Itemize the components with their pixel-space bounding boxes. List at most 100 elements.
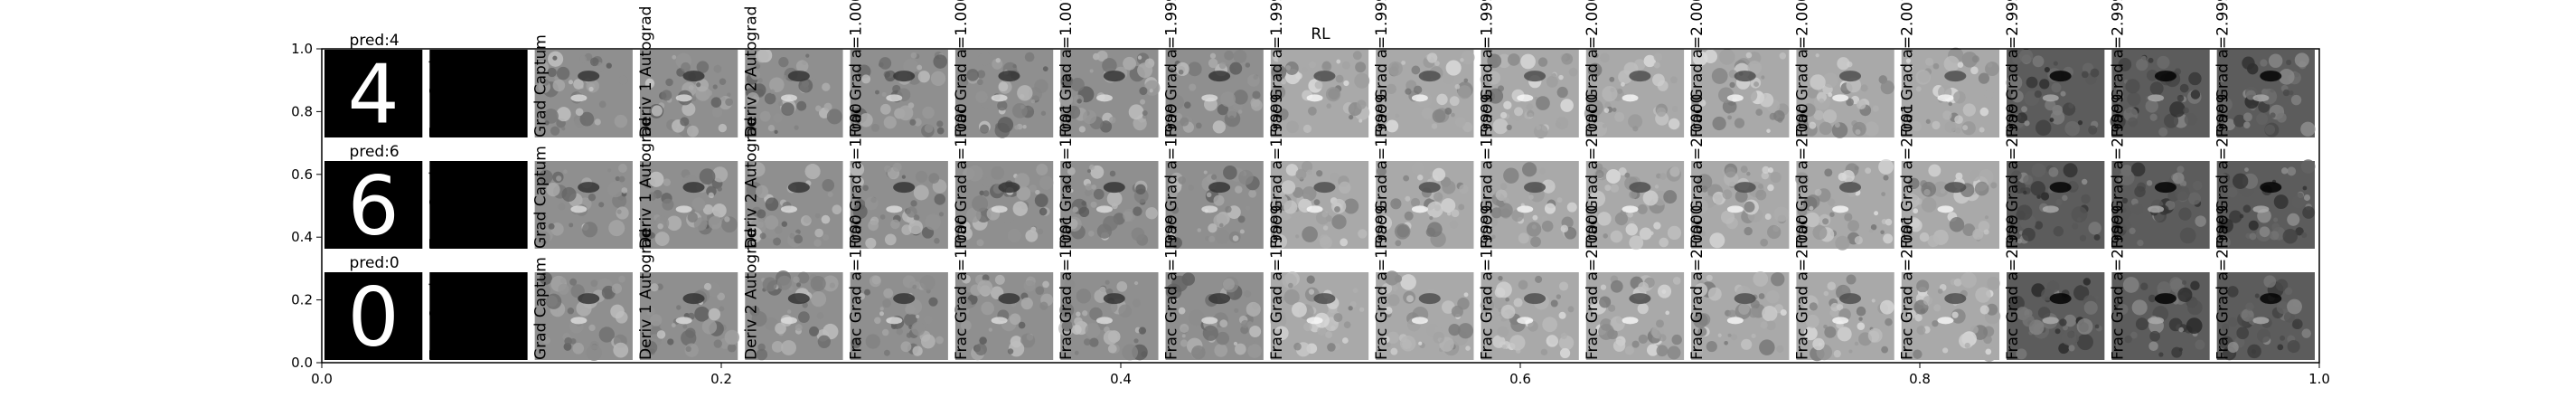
texture-blob bbox=[884, 70, 897, 82]
column-label: Frac Grad a=1.9999 bbox=[1268, 93, 1286, 249]
texture-blob bbox=[2006, 74, 2023, 91]
texture-blob bbox=[588, 324, 596, 332]
texture-blob bbox=[1339, 181, 1351, 194]
dark-feature bbox=[1313, 71, 1336, 82]
light-feature bbox=[1411, 205, 1428, 213]
light-feature bbox=[1517, 317, 1534, 325]
texture-blob bbox=[917, 64, 923, 71]
texture-blob bbox=[2023, 190, 2027, 195]
texture-blob bbox=[910, 200, 917, 207]
texture-blob bbox=[1333, 313, 1343, 323]
texture-blob bbox=[1694, 339, 1700, 345]
texture-blob bbox=[1812, 337, 1825, 351]
texture-blob bbox=[1703, 49, 1718, 63]
texture-blob bbox=[1426, 222, 1443, 237]
texture-blob bbox=[2287, 339, 2300, 354]
texture-blob bbox=[2034, 221, 2044, 230]
texture-blob bbox=[976, 239, 984, 247]
texture-blob bbox=[920, 334, 935, 349]
texture-blob bbox=[915, 170, 928, 183]
texture-blob bbox=[1083, 338, 1091, 345]
texture-blob bbox=[2168, 317, 2183, 332]
texture-blob bbox=[1612, 107, 1617, 112]
x-tick-label: 0.4 bbox=[1110, 371, 1132, 387]
texture-blob bbox=[2289, 90, 2294, 96]
texture-blob bbox=[961, 298, 972, 310]
texture-blob bbox=[2256, 328, 2271, 343]
light-feature bbox=[1937, 317, 1954, 325]
texture-blob bbox=[1219, 319, 1228, 328]
column-label: Frac Grad a=2.000 bbox=[1793, 214, 1811, 360]
texture-blob bbox=[1247, 344, 1262, 358]
light-feature bbox=[1411, 317, 1428, 325]
texture-blob bbox=[1637, 204, 1648, 214]
y-axis-ticks: 0.0 0.2 0.4 0.6 0.8 1.0 bbox=[291, 41, 322, 371]
texture-blob bbox=[1556, 86, 1568, 99]
texture-blob bbox=[1359, 307, 1365, 312]
texture-blob bbox=[1093, 188, 1105, 200]
texture-blob bbox=[1391, 285, 1398, 292]
texture-blob bbox=[1213, 194, 1225, 206]
texture-blob bbox=[2088, 125, 2098, 135]
texture-blob bbox=[1492, 335, 1506, 348]
texture-blob bbox=[552, 55, 558, 61]
texture-blob bbox=[1916, 326, 1926, 336]
texture-blob bbox=[1802, 103, 1816, 117]
texture-blob bbox=[1206, 192, 1212, 198]
texture-blob bbox=[991, 166, 1005, 180]
texture-blob bbox=[1667, 225, 1682, 241]
texture-blob bbox=[2287, 298, 2302, 315]
texture-blob bbox=[1500, 111, 1508, 119]
texture-blob bbox=[2179, 83, 2189, 93]
texture-blob bbox=[1665, 310, 1670, 316]
texture-blob bbox=[1320, 236, 1332, 249]
texture-blob bbox=[1911, 121, 1923, 132]
texture-blob bbox=[1544, 203, 1556, 214]
texture-blob bbox=[1067, 218, 1078, 230]
texture-blob bbox=[2077, 120, 2083, 126]
texture-blob bbox=[1283, 289, 1300, 306]
texture-blob bbox=[1942, 347, 1949, 354]
figure-title: RL bbox=[1311, 25, 1330, 43]
dark-feature bbox=[2154, 293, 2176, 305]
light-feature bbox=[2252, 205, 2270, 213]
texture-blob bbox=[2273, 217, 2279, 222]
texture-blob bbox=[1828, 92, 1833, 98]
dark-feature bbox=[1838, 71, 1861, 82]
texture-blob bbox=[1308, 106, 1317, 116]
texture-blob bbox=[2094, 324, 2100, 329]
texture-blob bbox=[2145, 99, 2158, 113]
texture-blob bbox=[1245, 62, 1251, 68]
texture-blob bbox=[588, 86, 594, 92]
texture-blob bbox=[1322, 225, 1329, 231]
texture-blob bbox=[1070, 78, 1085, 92]
texture-blob bbox=[1692, 198, 1708, 214]
texture-blob bbox=[1603, 233, 1608, 239]
texture-blob bbox=[1301, 160, 1313, 173]
texture-blob bbox=[933, 54, 948, 69]
texture-blob bbox=[1030, 226, 1037, 232]
texture-blob bbox=[1653, 62, 1660, 69]
texture-blob bbox=[1536, 96, 1550, 110]
texture-blob bbox=[1036, 163, 1048, 176]
dark-feature bbox=[1629, 182, 1651, 194]
texture-blob bbox=[2064, 120, 2080, 137]
texture-blob bbox=[2300, 159, 2316, 174]
dark-feature bbox=[893, 293, 916, 305]
texture-blob bbox=[1030, 99, 1036, 104]
texture-blob bbox=[2233, 114, 2246, 128]
column-label: Zero Grad bbox=[427, 171, 445, 249]
column-label: Frac Grad a=1.001 bbox=[1058, 103, 1076, 249]
texture-blob bbox=[1246, 321, 1254, 328]
column-label: Frac Grad a=2.999 bbox=[2004, 214, 2022, 360]
texture-blob bbox=[2182, 279, 2187, 285]
texture-blob bbox=[911, 321, 926, 336]
texture-blob bbox=[2175, 185, 2190, 202]
texture-blob bbox=[2280, 216, 2286, 222]
texture-blob bbox=[1132, 298, 1141, 308]
light-feature bbox=[991, 317, 1008, 325]
dark-feature bbox=[2260, 182, 2282, 194]
texture-blob bbox=[1593, 52, 1599, 59]
texture-blob bbox=[781, 221, 788, 227]
texture-blob bbox=[1237, 109, 1243, 114]
